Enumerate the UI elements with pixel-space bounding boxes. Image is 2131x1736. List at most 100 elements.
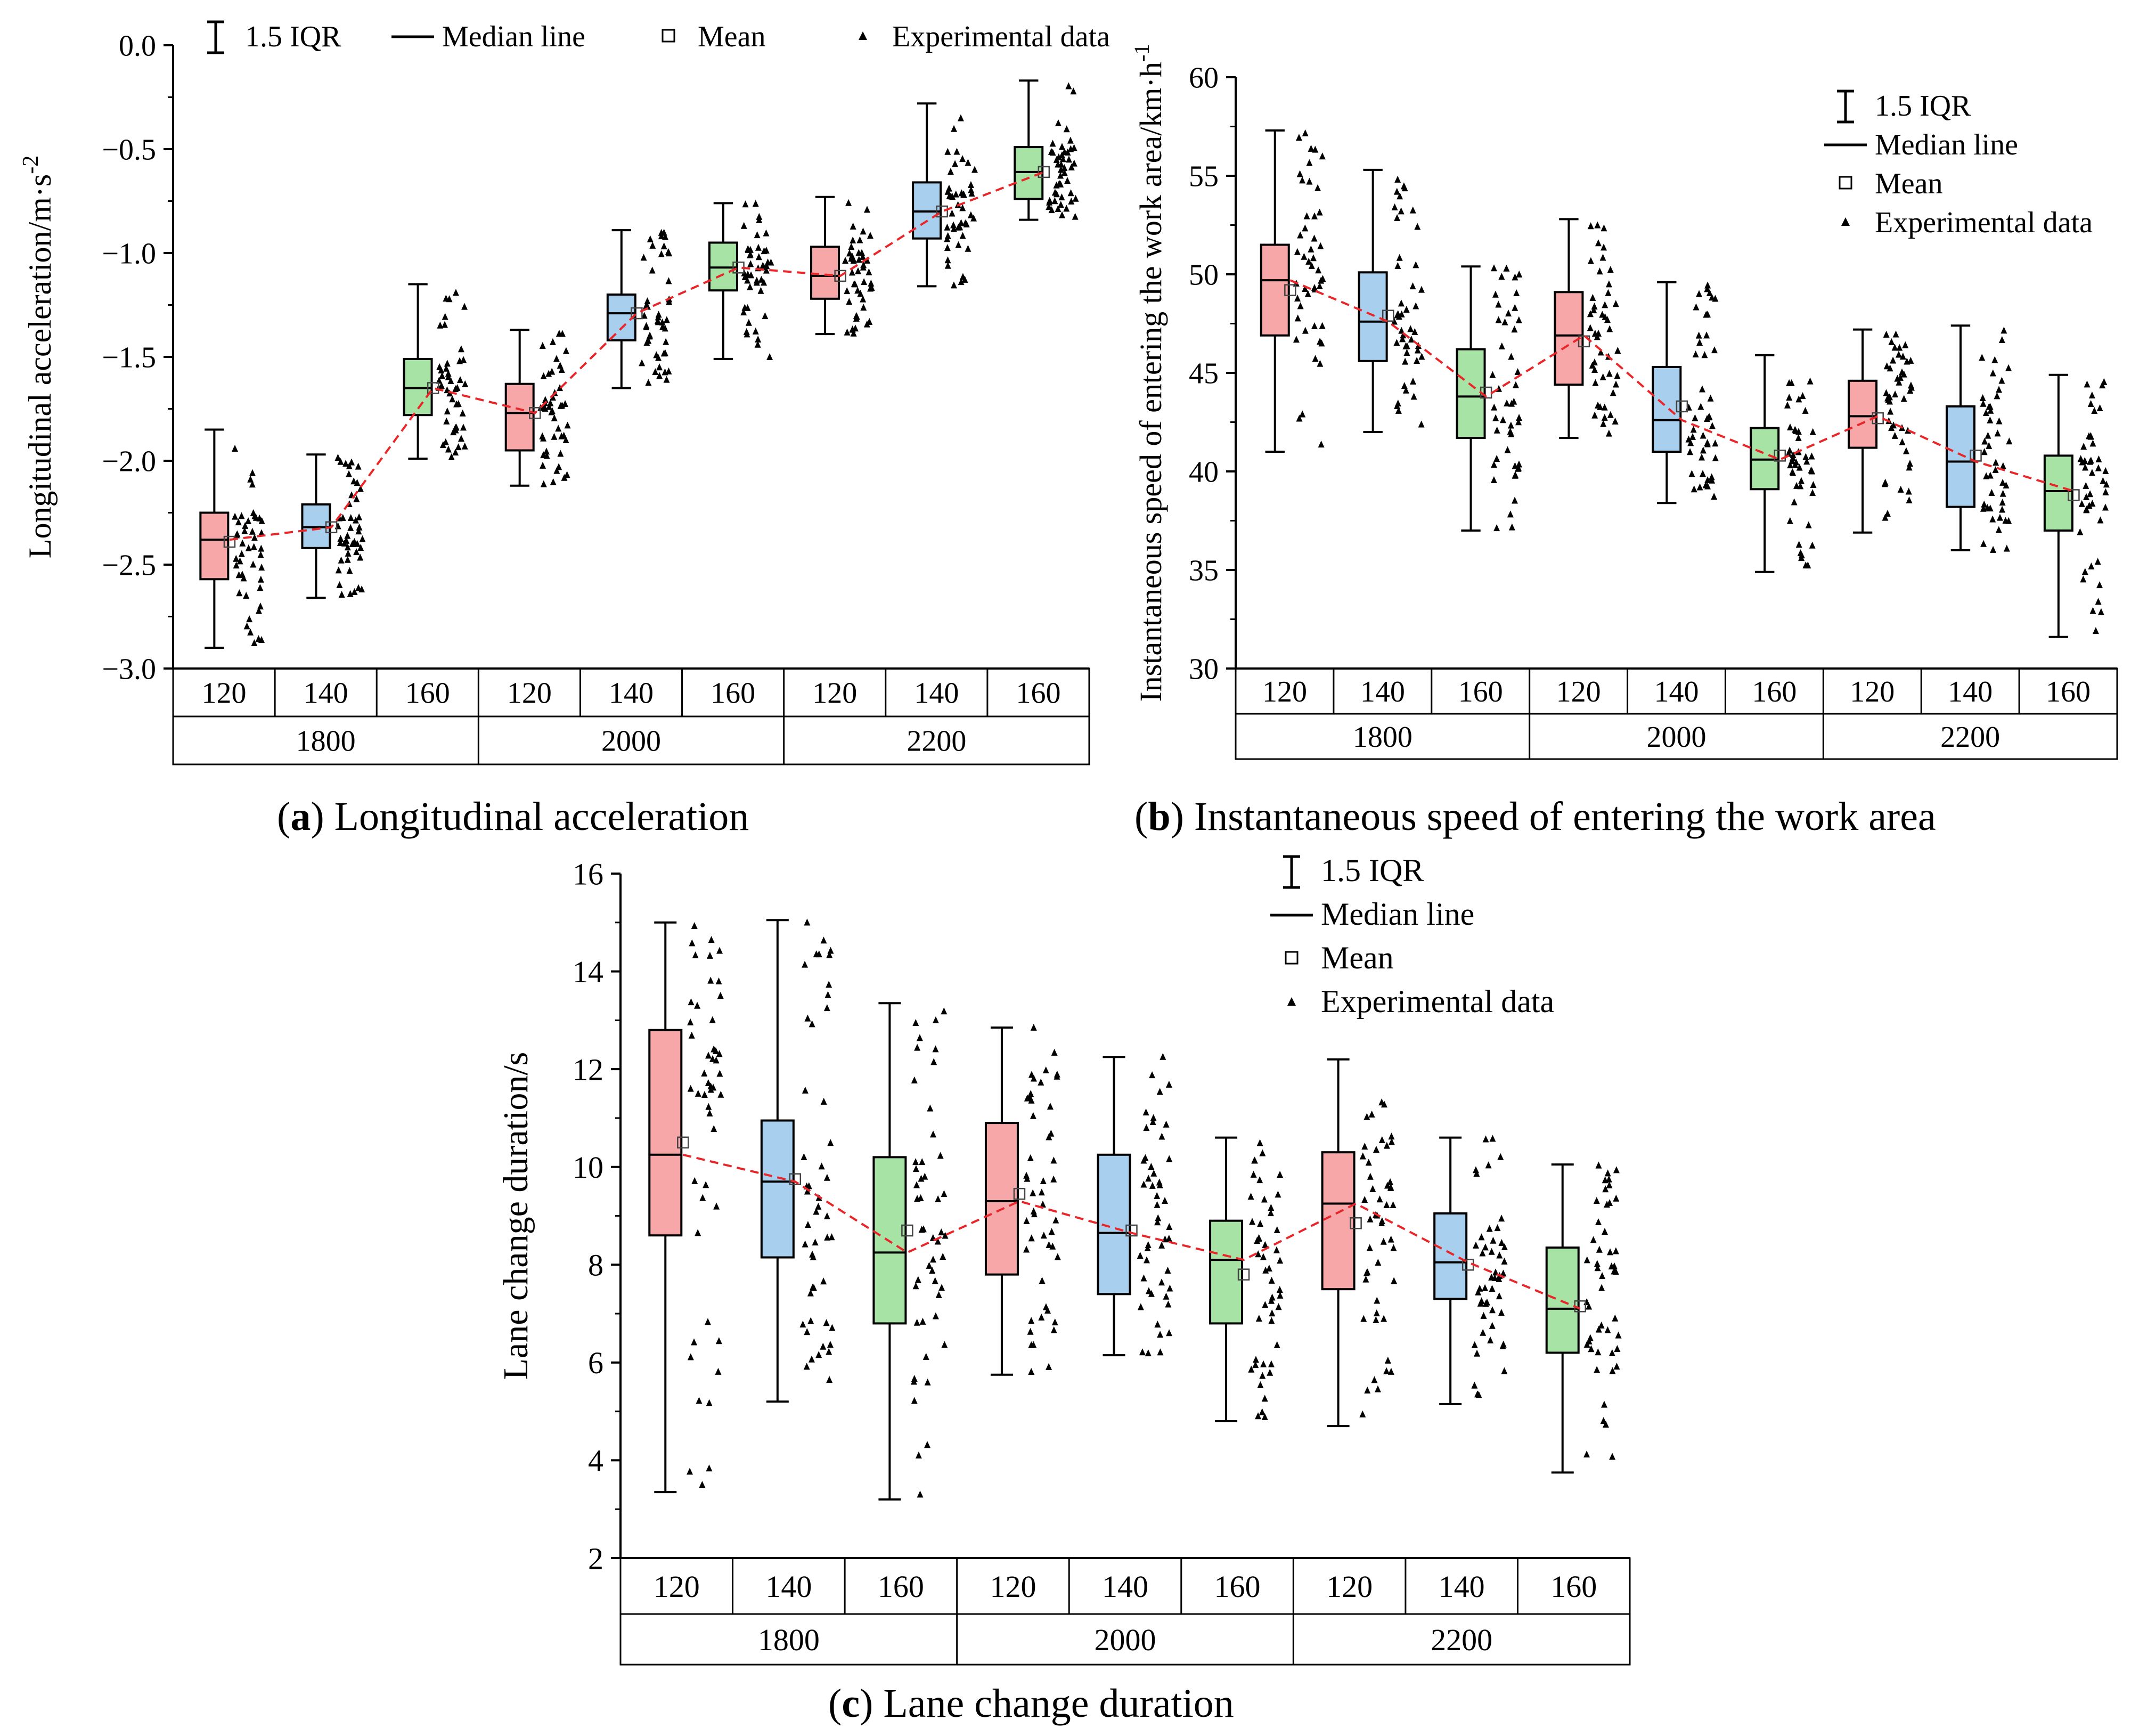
legend-median-label: Median line	[1321, 896, 1474, 932]
data-point	[1409, 377, 1416, 385]
data-point	[848, 243, 855, 250]
data-point	[927, 1104, 934, 1112]
data-point	[1796, 463, 1803, 471]
data-point	[236, 589, 243, 597]
data-point	[1312, 145, 1319, 153]
y-axis-label-sup: -1	[1130, 44, 1154, 62]
data-point	[708, 936, 715, 943]
data-point	[1587, 222, 1594, 230]
data-point	[1478, 1233, 1485, 1241]
data-point	[1051, 1048, 1058, 1056]
data-point	[1512, 273, 1518, 281]
y-tick-label: 10	[573, 1150, 603, 1185]
data-point	[1302, 327, 1309, 334]
data-point	[924, 1441, 931, 1448]
data-point	[557, 384, 564, 392]
data-point	[1601, 224, 1607, 232]
x-sub-label-160: 160	[1458, 675, 1503, 708]
x-group-label-2000: 2000	[1095, 1623, 1156, 1657]
data-point	[1391, 1277, 1398, 1284]
data-point	[2005, 364, 2012, 371]
data-point	[1703, 331, 1710, 339]
data-point	[444, 407, 451, 414]
data-point	[559, 330, 566, 337]
data-point	[1418, 286, 1425, 293]
data-point	[1475, 1391, 1482, 1398]
data-point	[760, 262, 766, 269]
data-point	[826, 1376, 833, 1383]
data-point	[1601, 1227, 1608, 1235]
data-point	[1391, 317, 1398, 325]
data-point	[257, 584, 264, 591]
data-point	[1691, 485, 1697, 493]
data-point	[1311, 212, 1318, 219]
x-sub-label-160: 160	[1752, 675, 1797, 708]
data-point	[910, 1378, 917, 1385]
y-tick-label: 35	[1189, 555, 1219, 588]
data-point	[1594, 1264, 1601, 1272]
data-point	[1249, 1218, 1256, 1225]
data-point	[437, 321, 444, 329]
data-point	[1396, 254, 1403, 261]
data-point	[1595, 1348, 1602, 1356]
data-point	[1802, 406, 1809, 414]
data-point	[1260, 1360, 1267, 1367]
mean-marker	[1284, 284, 1296, 296]
y-tick-label: −0.5	[102, 134, 156, 167]
data-point	[1277, 1291, 1284, 1299]
data-point	[655, 313, 662, 321]
data-point	[1030, 1189, 1036, 1196]
data-point	[1157, 1331, 1164, 1338]
data-point	[1311, 322, 1318, 329]
x-category-table: 120 140 160 120 140 160 120 140 160 1800 2000 2200	[619, 1557, 1631, 1666]
data-point	[1990, 545, 1997, 553]
data-point	[1057, 201, 1064, 208]
data-point	[1166, 1329, 1173, 1336]
data-point	[935, 1291, 942, 1298]
data-point	[236, 557, 243, 565]
caption-a-text: Longitudinal acceleration	[334, 794, 749, 839]
chart-instantaneous-speed: 30 35 40 45 50 55 60 Instantaneous speed of ent…	[1130, 44, 2118, 760]
data-point	[706, 1109, 713, 1116]
data-point	[453, 423, 460, 431]
y-tick-label: 6	[588, 1346, 603, 1380]
data-point	[551, 414, 558, 421]
box-1800-120	[648, 921, 724, 1494]
data-point	[1507, 510, 1514, 518]
data-point	[241, 527, 248, 534]
data-point	[1589, 361, 1596, 369]
data-point	[1319, 322, 1326, 329]
data-point	[1888, 338, 1895, 345]
data-point	[1591, 411, 1598, 419]
data-point	[823, 1212, 830, 1220]
data-point	[1708, 473, 1715, 480]
data-point	[938, 1228, 945, 1236]
data-point	[827, 947, 834, 954]
data-point	[1373, 1146, 1379, 1153]
data-point	[1049, 1242, 1056, 1250]
data-point	[1472, 1241, 1479, 1249]
data-point	[1044, 1307, 1051, 1314]
data-point	[1583, 1450, 1590, 1458]
data-point	[1810, 481, 1817, 488]
data-point	[826, 1348, 832, 1355]
data-point	[716, 1050, 723, 1057]
data-point	[644, 297, 651, 305]
data-point	[1590, 1236, 1597, 1243]
data-point	[1361, 1143, 1368, 1150]
data-point	[564, 421, 571, 429]
data-point	[2084, 380, 2091, 388]
data-point	[1068, 197, 1075, 205]
data-point	[540, 402, 547, 410]
data-point	[337, 535, 344, 542]
box-iqr	[1209, 1219, 1244, 1325]
data-point	[1294, 248, 1301, 255]
data-point	[1402, 386, 1409, 394]
data-point	[944, 223, 951, 231]
data-point	[1981, 437, 1988, 445]
data-point	[1166, 1155, 1173, 1162]
data-point	[712, 1047, 719, 1054]
data-point	[715, 1367, 722, 1375]
data-point	[2086, 502, 2093, 509]
data-point	[1795, 395, 1802, 403]
